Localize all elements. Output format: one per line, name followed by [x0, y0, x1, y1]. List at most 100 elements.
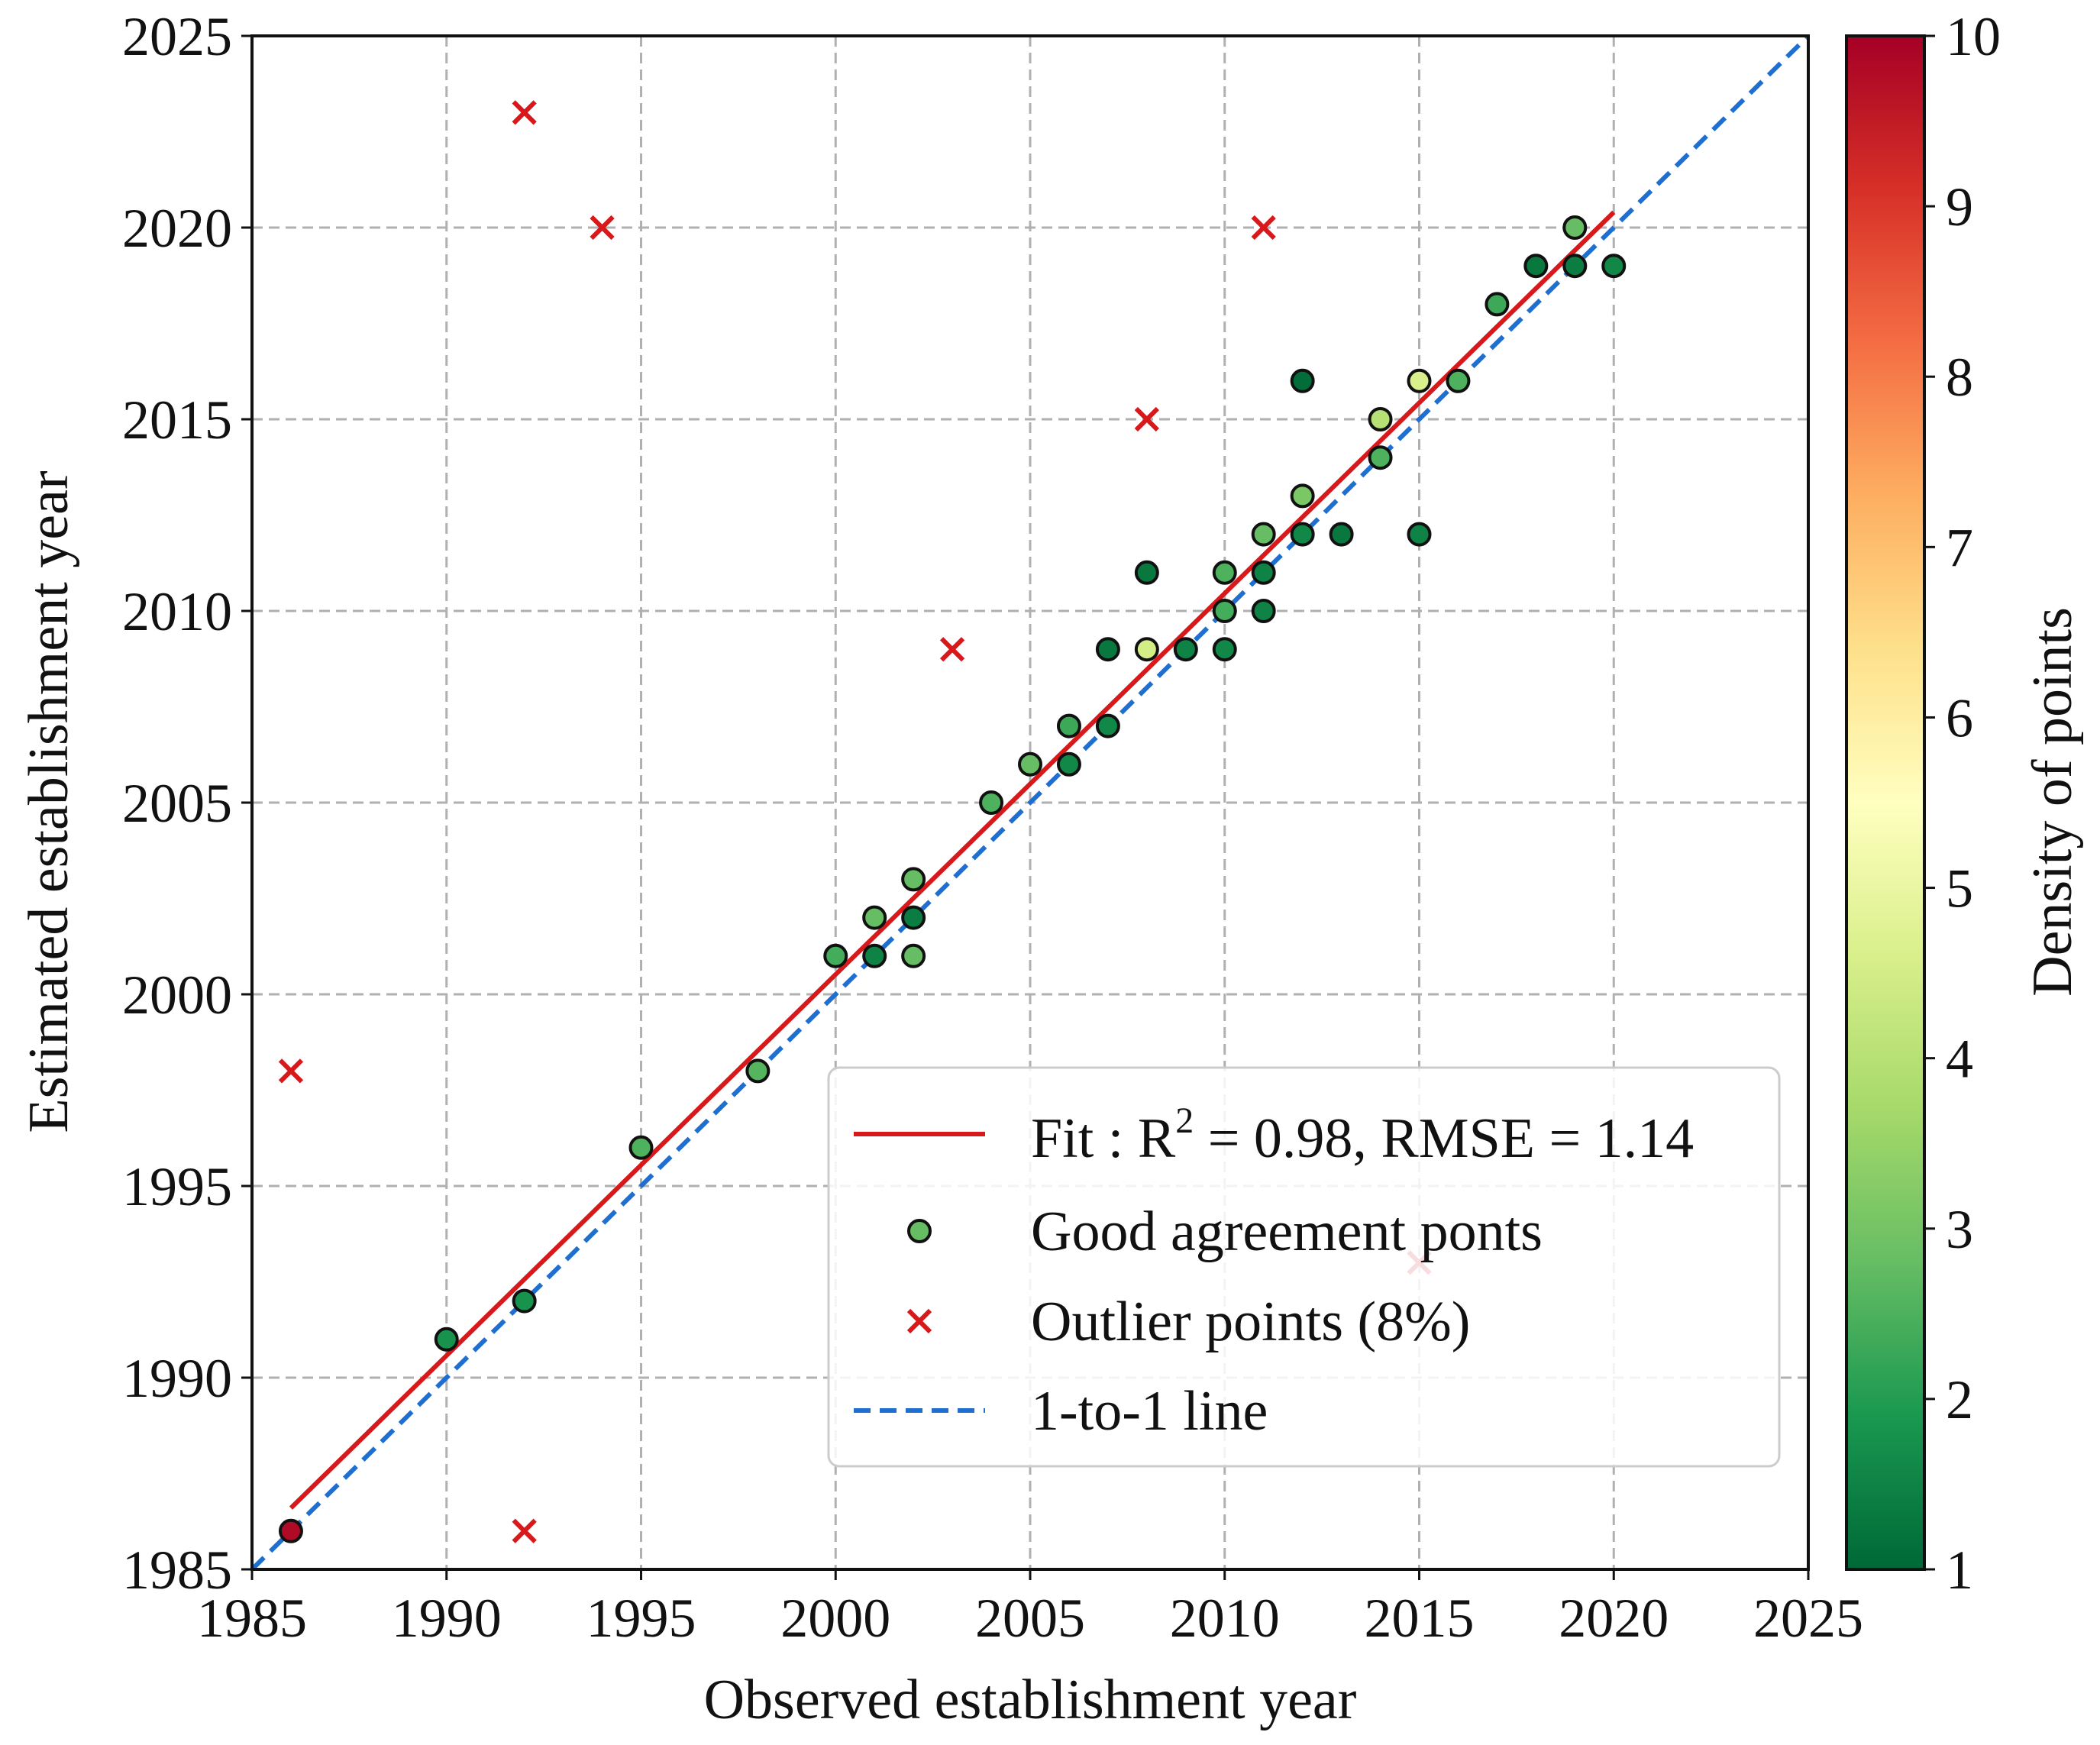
data-points	[278, 100, 1627, 1543]
legend-box	[827, 1066, 1781, 1468]
good-point	[1212, 637, 1237, 662]
outlier-point	[1134, 406, 1159, 432]
x-tick-label: 1990	[392, 1588, 502, 1649]
x-tick-label: 1995	[586, 1588, 696, 1649]
good-point	[1562, 254, 1588, 279]
good-point	[1290, 522, 1315, 547]
outlier-stroke	[1134, 406, 1159, 432]
good-point	[434, 1327, 459, 1352]
good-point	[1485, 292, 1510, 317]
y-tick-label: 2000	[122, 965, 232, 1026]
fit-line	[289, 210, 1616, 1510]
good-point	[901, 943, 926, 968]
colorbar-tick-label: 8	[1946, 347, 1973, 408]
colorbar-tick-label: 2	[1946, 1369, 1973, 1430]
outlier-point	[512, 1518, 537, 1543]
good-point	[1173, 637, 1198, 662]
good-point	[1407, 368, 1432, 393]
good-point	[1212, 560, 1237, 585]
one-to-one-line	[252, 36, 1808, 1569]
good-point	[1251, 560, 1276, 585]
good-point	[1018, 751, 1042, 777]
x-tick-label: 2000	[780, 1588, 890, 1649]
y-tick-label: 2015	[122, 389, 232, 451]
legend-fit-suffix: = 0.98, RMSE = 1.14	[1194, 1107, 1694, 1170]
colorbar-ticks: 1 2 3 4 5 6 7 8 9 10	[1924, 6, 2001, 1601]
colorbar-tick-label: 9	[1946, 176, 1973, 238]
colorbar-tick-label: 10	[1946, 6, 2001, 67]
good-point	[1056, 713, 1081, 738]
outlier-stroke	[512, 1518, 537, 1543]
good-point	[1251, 599, 1276, 623]
good-point	[1290, 368, 1315, 393]
legend-outlier-label: Outlier points (8%)	[1031, 1291, 1470, 1353]
good-point	[1562, 215, 1588, 240]
good-point	[1523, 254, 1549, 279]
x-tick-label: 2010	[1170, 1588, 1280, 1649]
colorbar-tick-label: 4	[1946, 1029, 1973, 1090]
legend-fit-label: Fit : R2 = 0.98, RMSE = 1.14	[1031, 1100, 1694, 1170]
legend-fit-prefix: Fit : R	[1031, 1107, 1176, 1170]
colorbar-label: Density of points	[2021, 607, 2084, 997]
colorbar-tick-label: 7	[1946, 517, 1973, 578]
y-tick-label: 2005	[122, 773, 232, 834]
good-point	[1095, 637, 1120, 662]
y-tick-label: 1995	[122, 1156, 232, 1217]
outlier-stroke	[1251, 215, 1276, 241]
good-point	[1446, 368, 1471, 393]
good-point	[862, 943, 887, 968]
colorbar-tick-label: 1	[1946, 1540, 1973, 1601]
x-tick-label: 2025	[1753, 1588, 1863, 1649]
y-axis-label: Estimated establishment year	[18, 470, 80, 1133]
x-tick-label: 1985	[197, 1588, 307, 1649]
y-tick-label: 2020	[122, 198, 232, 259]
outlier-stroke	[278, 1058, 304, 1084]
colorbar	[1845, 34, 1926, 1571]
legend-outlier-swatch	[906, 1308, 932, 1334]
outlier-point	[512, 100, 537, 125]
outlier-point	[1251, 215, 1276, 241]
good-point	[1095, 713, 1120, 738]
good-point	[1368, 445, 1393, 470]
outlier-point	[590, 215, 615, 241]
good-point	[901, 867, 926, 892]
good-point	[1290, 483, 1315, 509]
x-axis-label: Observed establishment year	[704, 1669, 1357, 1731]
good-point	[862, 905, 887, 930]
good-point	[512, 1288, 537, 1314]
x-tick-label: 2015	[1365, 1588, 1475, 1649]
axis-ticks: 1985 1990 1995 2000 2005 2010 2015 2020 2025 1985…	[122, 6, 1863, 1649]
good-point	[628, 1135, 654, 1160]
y-tick-label: 1990	[122, 1348, 232, 1409]
y-tick-label: 2010	[122, 581, 232, 642]
good-point	[979, 790, 1004, 815]
y-tick-label: 1985	[122, 1540, 232, 1601]
good-point	[1134, 637, 1159, 662]
y-tick-label: 2025	[122, 6, 232, 67]
legend-1to1-label: 1-to-1 line	[1031, 1380, 1268, 1443]
good-point	[1407, 522, 1432, 547]
good-point	[901, 905, 926, 930]
fit-lines	[252, 36, 1808, 1569]
colorbar-tick-label: 6	[1946, 687, 1973, 748]
good-point	[1251, 522, 1276, 547]
good-point	[1212, 599, 1237, 623]
good-point	[1601, 254, 1627, 279]
legend-good-swatch	[907, 1219, 932, 1243]
good-point	[1329, 522, 1354, 547]
good-point	[1056, 751, 1081, 777]
x-tick-label: 2005	[975, 1588, 1085, 1649]
good-point	[823, 943, 848, 968]
outlier-point	[939, 637, 965, 662]
legend-fit-sup: 2	[1175, 1100, 1194, 1141]
outlier-point	[278, 1058, 304, 1084]
outlier-stroke	[939, 637, 965, 662]
x-tick-label: 2020	[1559, 1588, 1669, 1649]
good-point	[1368, 407, 1393, 431]
good-point	[1134, 560, 1159, 585]
legend-good-label: Good agreement ponts	[1031, 1200, 1543, 1263]
colorbar-tick-label: 5	[1946, 858, 1973, 919]
outlier-stroke	[590, 215, 615, 241]
good-point	[745, 1058, 771, 1084]
